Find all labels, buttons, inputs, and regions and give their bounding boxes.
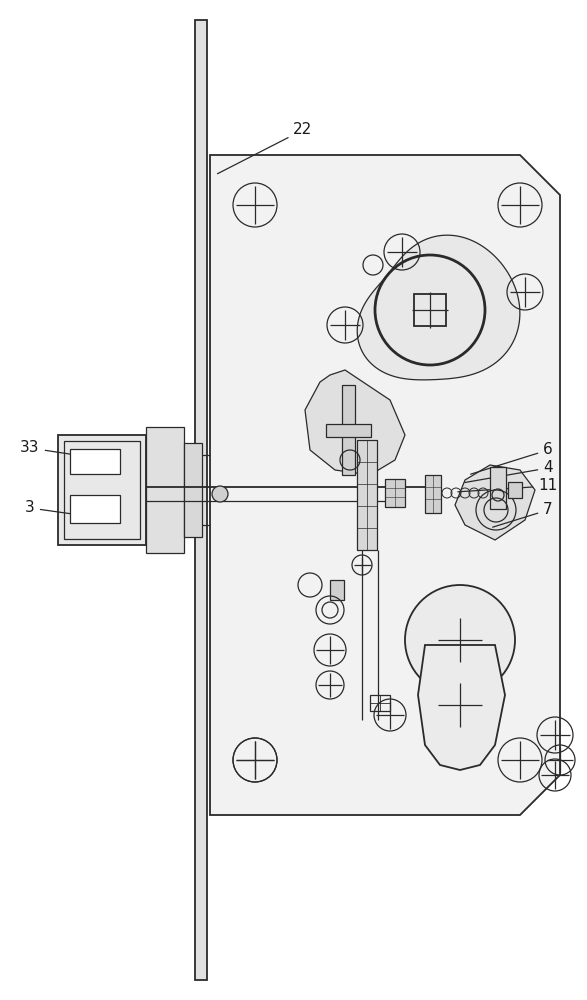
Bar	[370, 695, 390, 711]
Polygon shape	[418, 645, 505, 770]
Polygon shape	[210, 155, 560, 815]
Text: 7: 7	[492, 502, 553, 527]
Bar	[58, 435, 146, 545]
Circle shape	[212, 486, 228, 502]
Bar	[342, 385, 355, 475]
Bar	[425, 475, 441, 513]
Text: 22: 22	[217, 122, 313, 174]
Bar	[70, 495, 120, 523]
Bar	[490, 467, 506, 509]
Text: 4: 4	[465, 460, 553, 483]
Text: 33: 33	[20, 440, 119, 462]
Bar	[414, 294, 446, 326]
Circle shape	[405, 585, 515, 695]
Bar	[195, 20, 207, 980]
Bar	[70, 449, 120, 474]
Polygon shape	[357, 235, 520, 380]
Text: 11: 11	[458, 479, 558, 493]
Bar	[146, 427, 184, 553]
Polygon shape	[305, 370, 405, 475]
Bar	[508, 482, 522, 498]
Bar	[184, 443, 202, 537]
Polygon shape	[455, 465, 535, 540]
Text: 6: 6	[471, 442, 553, 474]
Bar	[64, 441, 140, 539]
Bar	[385, 479, 405, 507]
Bar	[330, 580, 344, 600]
Bar	[357, 440, 377, 550]
Text: 3: 3	[25, 500, 112, 520]
Bar	[326, 424, 371, 437]
